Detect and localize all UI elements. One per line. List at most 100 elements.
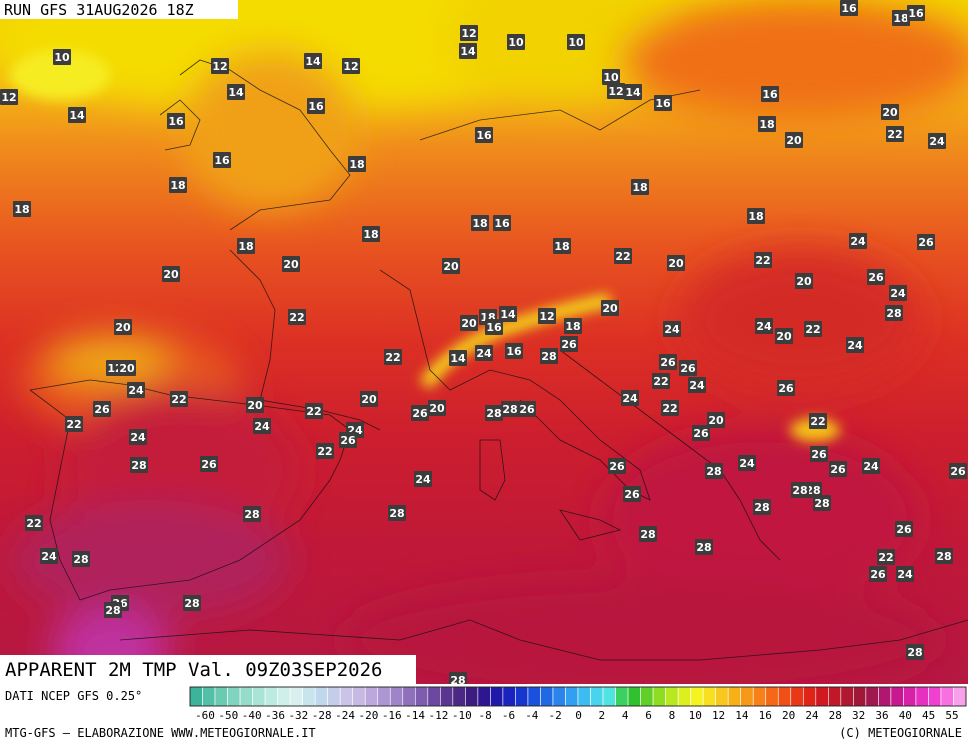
temperature-label: 22 (661, 400, 679, 416)
label-text: 26 (896, 523, 912, 536)
colorbar-tick-label: -4 (525, 709, 539, 722)
temperature-label: 10 (507, 34, 525, 50)
colorbar-swatch (302, 686, 316, 707)
label-box (659, 354, 677, 370)
label-box (567, 34, 585, 50)
temperature-label: 24 (127, 382, 145, 398)
label-text: 16 (168, 115, 184, 128)
temperature-label: 20 (442, 258, 460, 274)
label-box (564, 318, 582, 334)
label-box (846, 337, 864, 353)
label-box (362, 226, 380, 242)
label-box (104, 602, 122, 618)
colorbar: -60 -50 -40 -36 -32 -28 -24 -20 -16 -14 -12 -10 -8 -6… (189, 686, 967, 722)
label-box (917, 234, 935, 250)
label-box (167, 113, 185, 129)
temperature-label: 10 (567, 34, 585, 50)
label-box (499, 306, 517, 322)
temperature-label: 24 (40, 548, 58, 564)
temperature-label: 20 (360, 391, 378, 407)
label-text: 14 (500, 308, 516, 321)
colorbar-swatch (665, 686, 679, 707)
label-box (624, 84, 642, 100)
colorbar-tick-label: 24 (805, 709, 819, 722)
label-text: 26 (811, 448, 827, 461)
label-text: 28 (754, 501, 769, 514)
label-text: 12 (461, 27, 476, 40)
temperature-label: 26 (560, 336, 578, 352)
colorbar-swatch (377, 686, 391, 707)
temperature-label: 26 (867, 269, 885, 285)
colorbar-tick-label: 36 (875, 709, 888, 722)
label-text: 26 (561, 338, 577, 351)
colorbar-swatch (527, 686, 541, 707)
label-box (162, 266, 180, 282)
label-box (485, 319, 503, 335)
label-box (840, 0, 858, 16)
label-text: 18 (554, 240, 569, 253)
temperature-label: 24 (896, 566, 914, 582)
colorbar-tick-label: 4 (622, 709, 629, 722)
label-box (881, 104, 899, 120)
temperature-label: 16 (475, 127, 493, 143)
label-box (747, 208, 765, 224)
colorbar-swatch (915, 686, 929, 707)
label-box (810, 446, 828, 462)
label-text: 20 (361, 393, 377, 406)
colorbar-swatch (540, 686, 554, 707)
label-text: 24 (739, 457, 755, 470)
label-text: 20 (708, 414, 724, 427)
label-box (0, 89, 18, 105)
temperature-label: 28 (485, 405, 503, 421)
label-box (538, 308, 556, 324)
label-text: 16 (655, 97, 671, 110)
label-text: 18 (632, 181, 647, 194)
label-text: 22 (26, 517, 41, 530)
label-text: 18 (759, 118, 774, 131)
temperature-label: 12 (0, 89, 18, 105)
label-box (237, 238, 255, 254)
temperature-label: 18 (631, 179, 649, 195)
label-text: 20 (668, 257, 684, 270)
label-text: 16 (494, 217, 510, 230)
label-text: 14 (305, 55, 321, 68)
temperature-label: 20 (881, 104, 899, 120)
temperature-label: 18 (237, 238, 255, 254)
label-text: 28 (696, 541, 711, 554)
label-box (949, 463, 967, 479)
label-box (877, 549, 895, 565)
label-box (471, 215, 489, 231)
colorbar-swatch (652, 686, 666, 707)
temperature-label: 24 (129, 429, 147, 445)
colorbar-swatch (214, 686, 228, 707)
label-text: 24 (622, 392, 638, 405)
label-box (460, 315, 478, 331)
temperature-label: 26 (810, 446, 828, 462)
colorbar-swatch (940, 686, 954, 707)
label-box (183, 595, 201, 611)
label-box (862, 458, 880, 474)
label-box (460, 25, 478, 41)
label-box (307, 98, 325, 114)
colorbar-swatch (502, 686, 516, 707)
colorbar-tick-label: 32 (852, 709, 865, 722)
colorbar-tick-label: -32 (288, 709, 308, 722)
label-text: 22 (306, 405, 321, 418)
label-box (679, 360, 697, 376)
label-box (867, 269, 885, 285)
label-text: 20 (786, 134, 802, 147)
label-box (505, 343, 523, 359)
colorbar-tick-label: 45 (922, 709, 935, 722)
label-text: 18 (748, 210, 763, 223)
temperature-label: 20 (707, 412, 725, 428)
temperature-label: 12 (460, 25, 478, 41)
colorbar-swatch (890, 686, 904, 707)
temperature-label: 22 (65, 416, 83, 432)
colorbar-swatch (289, 686, 303, 707)
colorbar-swatch (928, 686, 942, 707)
label-text: 16 (908, 7, 924, 20)
label-box (459, 43, 477, 59)
label-text: 12 (1, 91, 16, 104)
